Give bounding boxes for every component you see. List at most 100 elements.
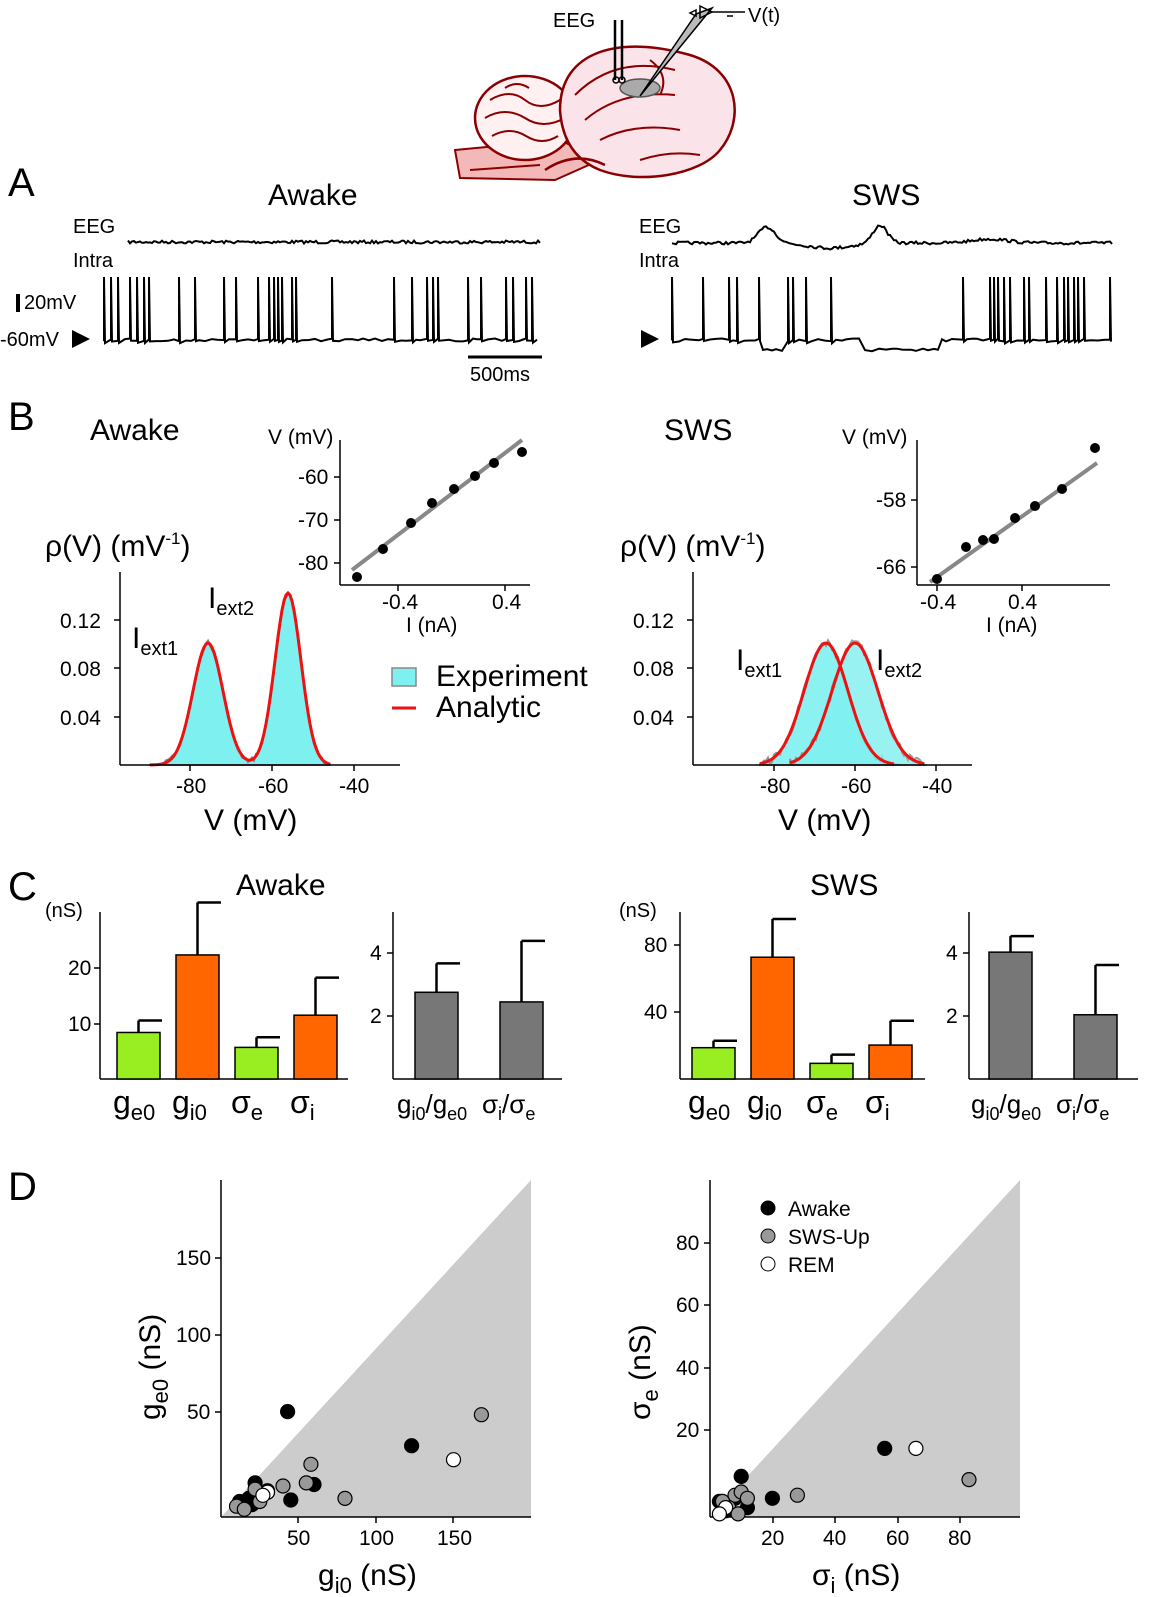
C-sws-conductances-label-0: ge0 (688, 1084, 730, 1125)
awake-intra-label: Intra (73, 250, 114, 272)
svg-text:-0.4: -0.4 (382, 591, 419, 614)
svg-text:60: 60 (676, 1294, 699, 1317)
panel-d-letter: D (8, 1165, 37, 1209)
awake-inset-point-1 (378, 544, 388, 554)
D-left-sws-up-point-2 (298, 1475, 314, 1491)
awake-inset-point-5 (470, 471, 480, 481)
panel-a-letter: A (8, 161, 35, 205)
awake-inset-point-6 (489, 458, 499, 468)
sws-density-xlabel: V (mV) (778, 804, 871, 837)
svg-text:50: 50 (187, 1401, 210, 1424)
d-left-xlabel: gi0 (nS) (318, 1559, 417, 1597)
sws-inset-point-0 (932, 574, 942, 584)
svg-text:-70: -70 (298, 509, 328, 532)
awake-inset-point-7 (517, 447, 527, 457)
svg-text:20: 20 (68, 957, 91, 980)
sws-iext2-label: Iext2 (876, 644, 922, 682)
C-awake-ratios-label-0: gi0/ge0 (397, 1089, 467, 1124)
svg-text:10: 10 (68, 1013, 91, 1036)
D-right-rem-point-2 (711, 1506, 728, 1522)
sws-inset-point-5 (1030, 501, 1040, 511)
d-left-scatter: 150 100 50 50 100 150 gi0 (nS) ge0 (nS) (134, 1180, 531, 1597)
awake-inset-point-0 (352, 572, 362, 582)
legend-experiment-label: Experiment (436, 660, 588, 693)
panel-a-awake-title: Awake (268, 179, 358, 212)
D-left-sws-up-point-7 (236, 1501, 252, 1517)
svg-text:-80: -80 (176, 775, 206, 798)
awake-density-xticks: -80 -60 -40 (176, 765, 369, 798)
C-awake-conductances-bar-3 (293, 1014, 338, 1080)
panel-c-letter: C (8, 865, 37, 909)
D-left-awake-point-9 (283, 1492, 299, 1508)
schematic-vt-label: V(t) (748, 5, 780, 27)
panel-c-sws-title: SWS (810, 869, 878, 902)
awake-iext2-label: Iext2 (208, 582, 254, 620)
time-scale-label: 500ms (470, 364, 530, 386)
D-right-sws-up-point-0 (961, 1471, 977, 1488)
awake-inset-ylabel: V (mV) (268, 426, 333, 449)
panel-b-sws-title: SWS (664, 414, 732, 447)
panel-b-letter: B (8, 395, 35, 439)
legend-sws-up: SWS-Up (788, 1226, 870, 1249)
svg-text:0.12: 0.12 (633, 610, 674, 633)
svg-text:-0.4: -0.4 (920, 591, 957, 614)
svg-text:-58: -58 (876, 489, 906, 512)
sws-intra-label: Intra (639, 250, 680, 272)
C-sws-conductances-label-2: σe (806, 1084, 838, 1125)
svg-text:100: 100 (359, 1527, 394, 1550)
D-right-rem-point-0 (908, 1440, 924, 1457)
C-sws-ratios-bar-0 (988, 951, 1033, 1080)
C-awake-conductances-label-0: ge0 (113, 1084, 155, 1125)
C-sws-ratios-label-0: gi0/ge0 (971, 1089, 1041, 1124)
svg-text:0.04: 0.04 (633, 707, 674, 730)
svg-text:-60: -60 (298, 466, 328, 489)
awake-density-plot: ρ(V) (mV-1) 0.12 0.08 0.04 -80 -60 -40 V… (45, 529, 400, 837)
awake-intra-trace (103, 276, 538, 346)
awake-density-xlabel: V (mV) (204, 804, 297, 837)
schematic-eeg-label: EEG (553, 10, 595, 32)
panel-b-legend: Experiment Analytic (391, 660, 588, 724)
rest-potential-label: -60mV (0, 329, 60, 351)
C-sws-conductances-bar-0 (691, 1046, 736, 1080)
C-awake-conductances-label-3: σi (290, 1084, 315, 1125)
d-left-ylabel: ge0 (nS) (134, 1314, 173, 1420)
svg-text:80: 80 (644, 934, 667, 957)
D-left-awake-point-1 (404, 1438, 420, 1454)
panel-c-bar-charts: 20 10 4 2 80 40 4 2 ge0 gi0 σe σi gi0/ge0 σi/… (68, 901, 1138, 1125)
svg-text:100: 100 (176, 1324, 211, 1347)
svg-text:0.4: 0.4 (492, 591, 522, 614)
D-left-awake-point-0 (280, 1403, 296, 1420)
legend-analytic-label: Analytic (436, 691, 541, 724)
legend-awake: Awake (788, 1198, 851, 1221)
svg-text:80: 80 (676, 1232, 699, 1255)
C-awake-conductances-bar-1 (175, 954, 220, 1080)
awake-iext1-label: Iext1 (132, 622, 178, 660)
awake-analytic-fit (150, 590, 331, 767)
sws-iext1-label: Iext1 (736, 644, 782, 682)
svg-text:4: 4 (370, 942, 382, 965)
svg-text:2: 2 (370, 1005, 382, 1028)
awake-eeg-trace (127, 238, 541, 246)
sws-rest-arrow-icon (641, 330, 659, 348)
svg-text:40: 40 (644, 1001, 667, 1024)
sws-density-plot: ρ(V) (mV-1) 0.12 0.08 0.04 -80 -60 -40 V… (620, 529, 972, 837)
svg-text:-80: -80 (298, 552, 328, 575)
awake-inset-xlabel: I (nA) (406, 614, 457, 637)
awake-density-ylabel: ρ(V) (mV-1) (45, 529, 191, 563)
C-sws-conductances-label-1: gi0 (747, 1084, 782, 1125)
sws-eeg-trace (671, 224, 1113, 251)
sws-density-ylabel: ρ(V) (mV-1) (620, 529, 766, 563)
awake-unit-label: (nS) (45, 900, 83, 922)
D-left-rem-point-2 (255, 1487, 271, 1503)
svg-text:40: 40 (823, 1527, 846, 1550)
C-awake-ratios-label-1: σi/σe (482, 1089, 535, 1124)
svg-text:-40: -40 (922, 775, 952, 798)
sws-inset-point-4 (1010, 513, 1020, 523)
sws-intra-trace (671, 276, 1112, 353)
svg-text:50: 50 (287, 1527, 310, 1550)
svg-text:20: 20 (676, 1419, 699, 1442)
awake-inset-point-3 (427, 498, 437, 508)
svg-text:0.08: 0.08 (60, 658, 101, 681)
awake-density-yticks: 0.12 0.08 0.04 (60, 610, 120, 730)
panel-d-legend: Awake SWS-Up REM (760, 1198, 870, 1277)
